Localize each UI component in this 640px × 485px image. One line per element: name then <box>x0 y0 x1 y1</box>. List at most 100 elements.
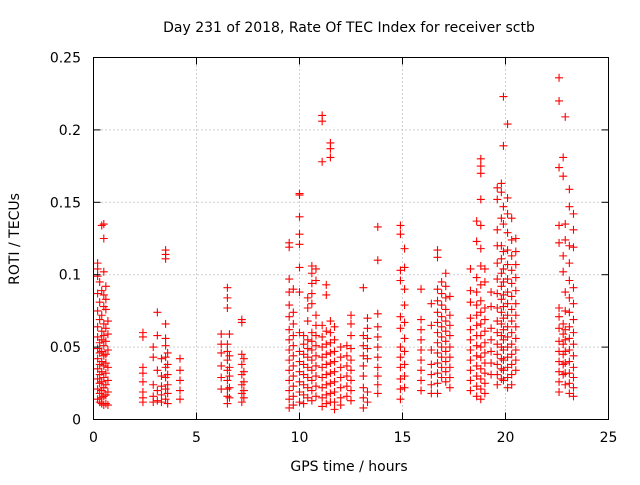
data-point <box>445 331 454 340</box>
chart-title: Day 231 of 2018, Rate Of TEC Index for r… <box>163 20 535 36</box>
data-point <box>285 366 294 375</box>
data-point <box>507 340 516 349</box>
data-point <box>336 401 345 410</box>
data-point <box>499 366 508 375</box>
data-point <box>499 264 508 273</box>
data-point <box>503 228 512 237</box>
data-point <box>336 373 345 382</box>
data-point <box>507 214 516 223</box>
data-point <box>476 280 485 289</box>
data-point <box>359 372 368 381</box>
data-points <box>93 73 578 414</box>
data-point <box>569 315 578 324</box>
data-point <box>417 315 426 324</box>
data-point <box>239 393 248 402</box>
data-point <box>565 276 574 285</box>
data-point <box>363 344 372 353</box>
data-point <box>507 279 516 288</box>
data-point <box>437 289 446 298</box>
data-point <box>330 357 339 366</box>
data-point <box>322 340 331 349</box>
data-point <box>433 296 442 305</box>
data-point <box>559 330 568 339</box>
data-point <box>497 179 506 188</box>
data-point <box>555 337 564 346</box>
data-point <box>223 283 232 292</box>
data-point <box>507 328 516 337</box>
data-point <box>99 234 108 243</box>
data-point <box>303 304 312 313</box>
data-point <box>176 354 185 363</box>
data-point <box>472 301 481 310</box>
data-point <box>503 288 512 297</box>
data-point <box>396 276 405 285</box>
data-point <box>427 360 436 369</box>
data-point <box>396 343 405 352</box>
data-point <box>396 374 405 383</box>
data-point <box>511 322 520 331</box>
data-point <box>295 263 304 272</box>
data-point <box>499 141 508 150</box>
data-point <box>503 193 512 202</box>
data-point <box>299 331 308 340</box>
data-point <box>417 325 426 334</box>
data-point <box>322 327 331 336</box>
data-point <box>569 340 578 349</box>
data-point <box>499 345 508 354</box>
data-point <box>559 360 568 369</box>
data-point <box>285 312 294 321</box>
data-point <box>359 331 368 340</box>
data-point <box>569 243 578 252</box>
data-point <box>480 327 489 336</box>
data-point <box>97 357 106 366</box>
data-point <box>400 285 409 294</box>
data-point <box>476 353 485 362</box>
data-point <box>437 332 446 341</box>
data-point <box>480 379 489 388</box>
data-point <box>565 345 574 354</box>
data-point <box>373 343 382 352</box>
data-point <box>237 318 246 327</box>
data-point <box>476 296 485 305</box>
data-point <box>373 332 382 341</box>
data-point <box>336 363 345 372</box>
data-point <box>507 251 516 260</box>
data-point <box>176 395 185 404</box>
data-point <box>103 376 112 385</box>
data-point <box>480 389 489 398</box>
data-point <box>318 117 327 126</box>
data-point <box>307 262 316 271</box>
data-point <box>433 379 442 388</box>
data-point <box>499 277 508 286</box>
data-point <box>497 214 506 223</box>
data-point <box>93 322 102 331</box>
data-point <box>153 396 162 405</box>
data-point <box>497 241 506 250</box>
data-point <box>499 302 508 311</box>
data-point <box>103 401 112 410</box>
data-point <box>503 246 512 255</box>
data-point <box>307 269 316 278</box>
data-point <box>503 363 512 372</box>
data-point <box>437 322 446 331</box>
data-point <box>511 366 520 375</box>
data-point <box>441 377 450 386</box>
data-point <box>476 319 485 328</box>
data-point <box>161 319 170 328</box>
data-point <box>441 367 450 376</box>
data-point <box>511 345 520 354</box>
data-point <box>318 383 327 392</box>
data-point <box>295 357 304 366</box>
data-point <box>285 386 294 395</box>
data-point <box>507 266 516 275</box>
data-point <box>476 221 485 230</box>
data-point <box>342 361 351 370</box>
data-point <box>318 402 327 411</box>
x-tick-label: 15 <box>394 430 412 446</box>
data-point <box>318 393 327 402</box>
data-point <box>307 386 316 395</box>
data-point <box>472 351 481 360</box>
data-point <box>101 380 110 389</box>
data-point <box>303 344 312 353</box>
data-point <box>289 382 298 391</box>
